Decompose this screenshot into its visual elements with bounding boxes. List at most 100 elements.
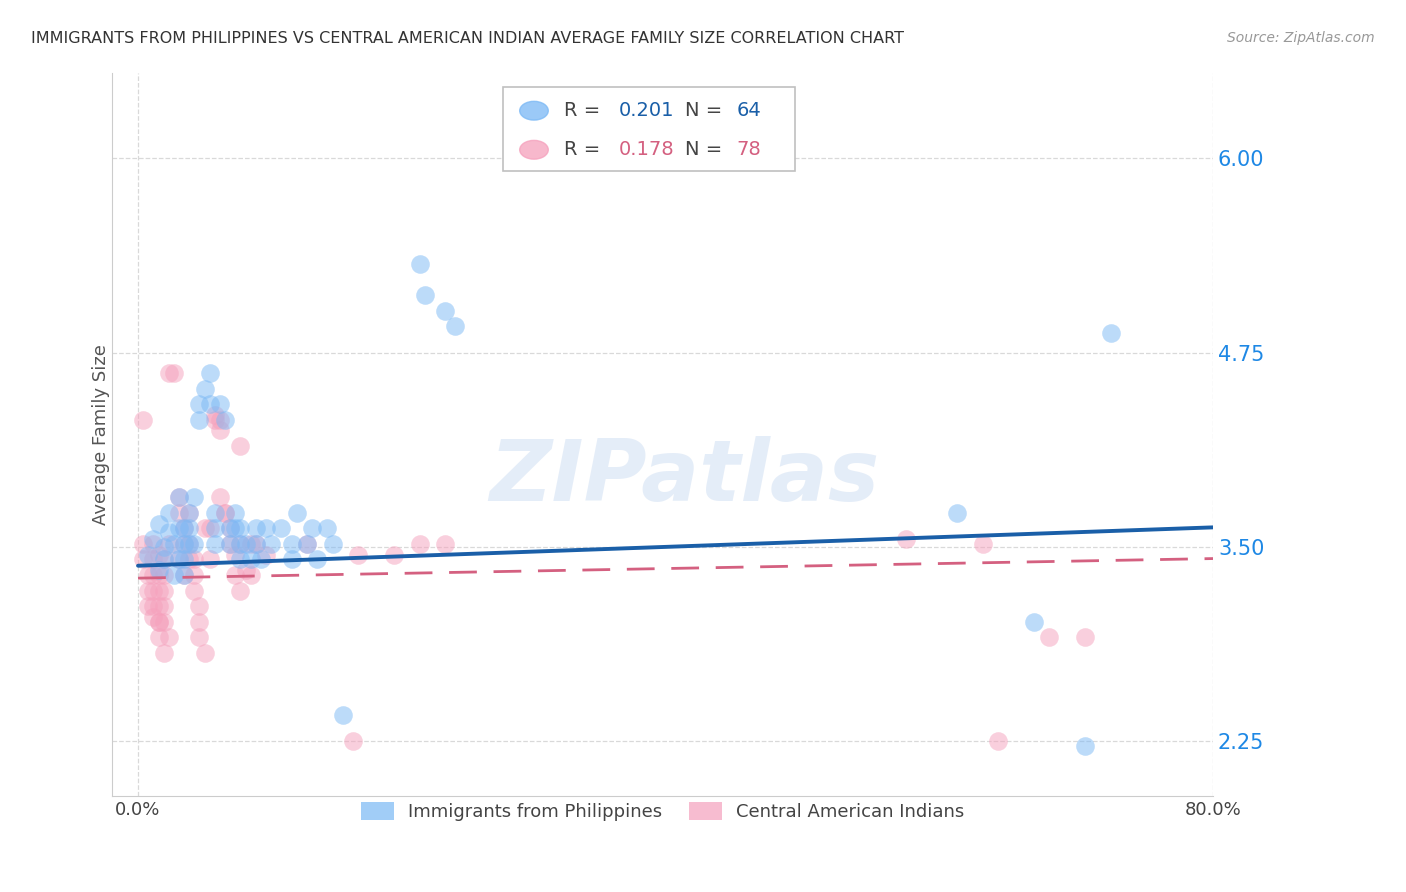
Point xyxy=(204,408,226,422)
Point xyxy=(148,615,170,629)
Point xyxy=(148,583,170,598)
Point xyxy=(198,521,221,535)
Point xyxy=(132,412,155,426)
Point xyxy=(152,568,174,582)
FancyBboxPatch shape xyxy=(503,87,794,170)
Point xyxy=(229,537,252,551)
Point xyxy=(183,583,205,598)
Point xyxy=(152,540,174,554)
Point xyxy=(229,439,252,453)
Point xyxy=(295,537,318,551)
Point xyxy=(946,506,969,520)
Point xyxy=(219,537,242,551)
Text: 0.201: 0.201 xyxy=(619,101,675,120)
Circle shape xyxy=(520,140,548,159)
Point xyxy=(173,568,195,582)
Point xyxy=(167,521,190,535)
Point xyxy=(219,521,242,535)
Point xyxy=(142,552,165,566)
Point xyxy=(173,552,195,566)
Point xyxy=(179,521,201,535)
Point xyxy=(183,568,205,582)
Y-axis label: Average Family Size: Average Family Size xyxy=(93,344,110,524)
Point xyxy=(148,568,170,582)
Point xyxy=(250,552,273,566)
Point xyxy=(295,537,318,551)
Point xyxy=(194,521,217,535)
Text: N =: N = xyxy=(685,140,728,160)
Text: R =: R = xyxy=(564,101,606,120)
Point xyxy=(229,521,252,535)
Point xyxy=(148,630,170,644)
Point xyxy=(167,552,190,566)
Point xyxy=(224,521,246,535)
Point xyxy=(229,583,252,598)
Point xyxy=(204,412,226,426)
Point xyxy=(152,615,174,629)
Point xyxy=(179,552,201,566)
Point xyxy=(132,537,155,551)
Point xyxy=(229,552,252,566)
Point xyxy=(167,491,190,505)
Point xyxy=(194,646,217,660)
Point xyxy=(219,521,242,535)
Text: IMMIGRANTS FROM PHILIPPINES VS CENTRAL AMERICAN INDIAN AVERAGE FAMILY SIZE CORRE: IMMIGRANTS FROM PHILIPPINES VS CENTRAL A… xyxy=(31,31,904,46)
Point xyxy=(204,521,226,535)
Point xyxy=(183,552,205,566)
Point xyxy=(408,257,430,271)
Point xyxy=(208,424,231,438)
Point xyxy=(152,646,174,660)
Point xyxy=(301,521,323,535)
Point xyxy=(204,537,226,551)
Point xyxy=(347,548,370,562)
Point xyxy=(157,506,180,520)
Point xyxy=(239,552,262,566)
Point xyxy=(214,412,236,426)
Point xyxy=(307,552,329,566)
Text: 78: 78 xyxy=(737,140,761,160)
Point xyxy=(322,537,344,551)
Point xyxy=(152,599,174,614)
Point xyxy=(136,583,159,598)
Point xyxy=(173,568,195,582)
Point xyxy=(148,548,170,562)
Point xyxy=(179,506,201,520)
Point xyxy=(198,366,221,380)
Point xyxy=(142,533,165,547)
Point xyxy=(173,521,195,535)
Point xyxy=(219,537,242,551)
Point xyxy=(214,506,236,520)
Point xyxy=(157,524,180,539)
Point xyxy=(214,506,236,520)
Point xyxy=(208,412,231,426)
Point xyxy=(167,506,190,520)
Point xyxy=(444,319,467,334)
Point xyxy=(136,568,159,582)
Point xyxy=(972,537,994,551)
Point xyxy=(188,630,211,644)
Point xyxy=(1038,630,1060,644)
Point xyxy=(152,552,174,566)
Point xyxy=(224,506,246,520)
Point xyxy=(179,537,201,551)
Point xyxy=(229,537,252,551)
Point xyxy=(142,610,165,624)
Point xyxy=(183,491,205,505)
Point xyxy=(434,303,457,318)
Text: 0.178: 0.178 xyxy=(619,140,675,160)
Point xyxy=(148,599,170,614)
Point xyxy=(239,568,262,582)
Point xyxy=(142,537,165,551)
Point xyxy=(260,537,283,551)
Point xyxy=(382,548,405,562)
Point xyxy=(239,537,262,551)
Point xyxy=(157,537,180,551)
Point xyxy=(198,552,221,566)
Point xyxy=(254,521,277,535)
Point xyxy=(136,548,159,562)
Point xyxy=(342,734,364,748)
Point xyxy=(1099,326,1122,340)
Point xyxy=(254,548,277,562)
Point xyxy=(163,366,186,380)
Point xyxy=(142,583,165,598)
